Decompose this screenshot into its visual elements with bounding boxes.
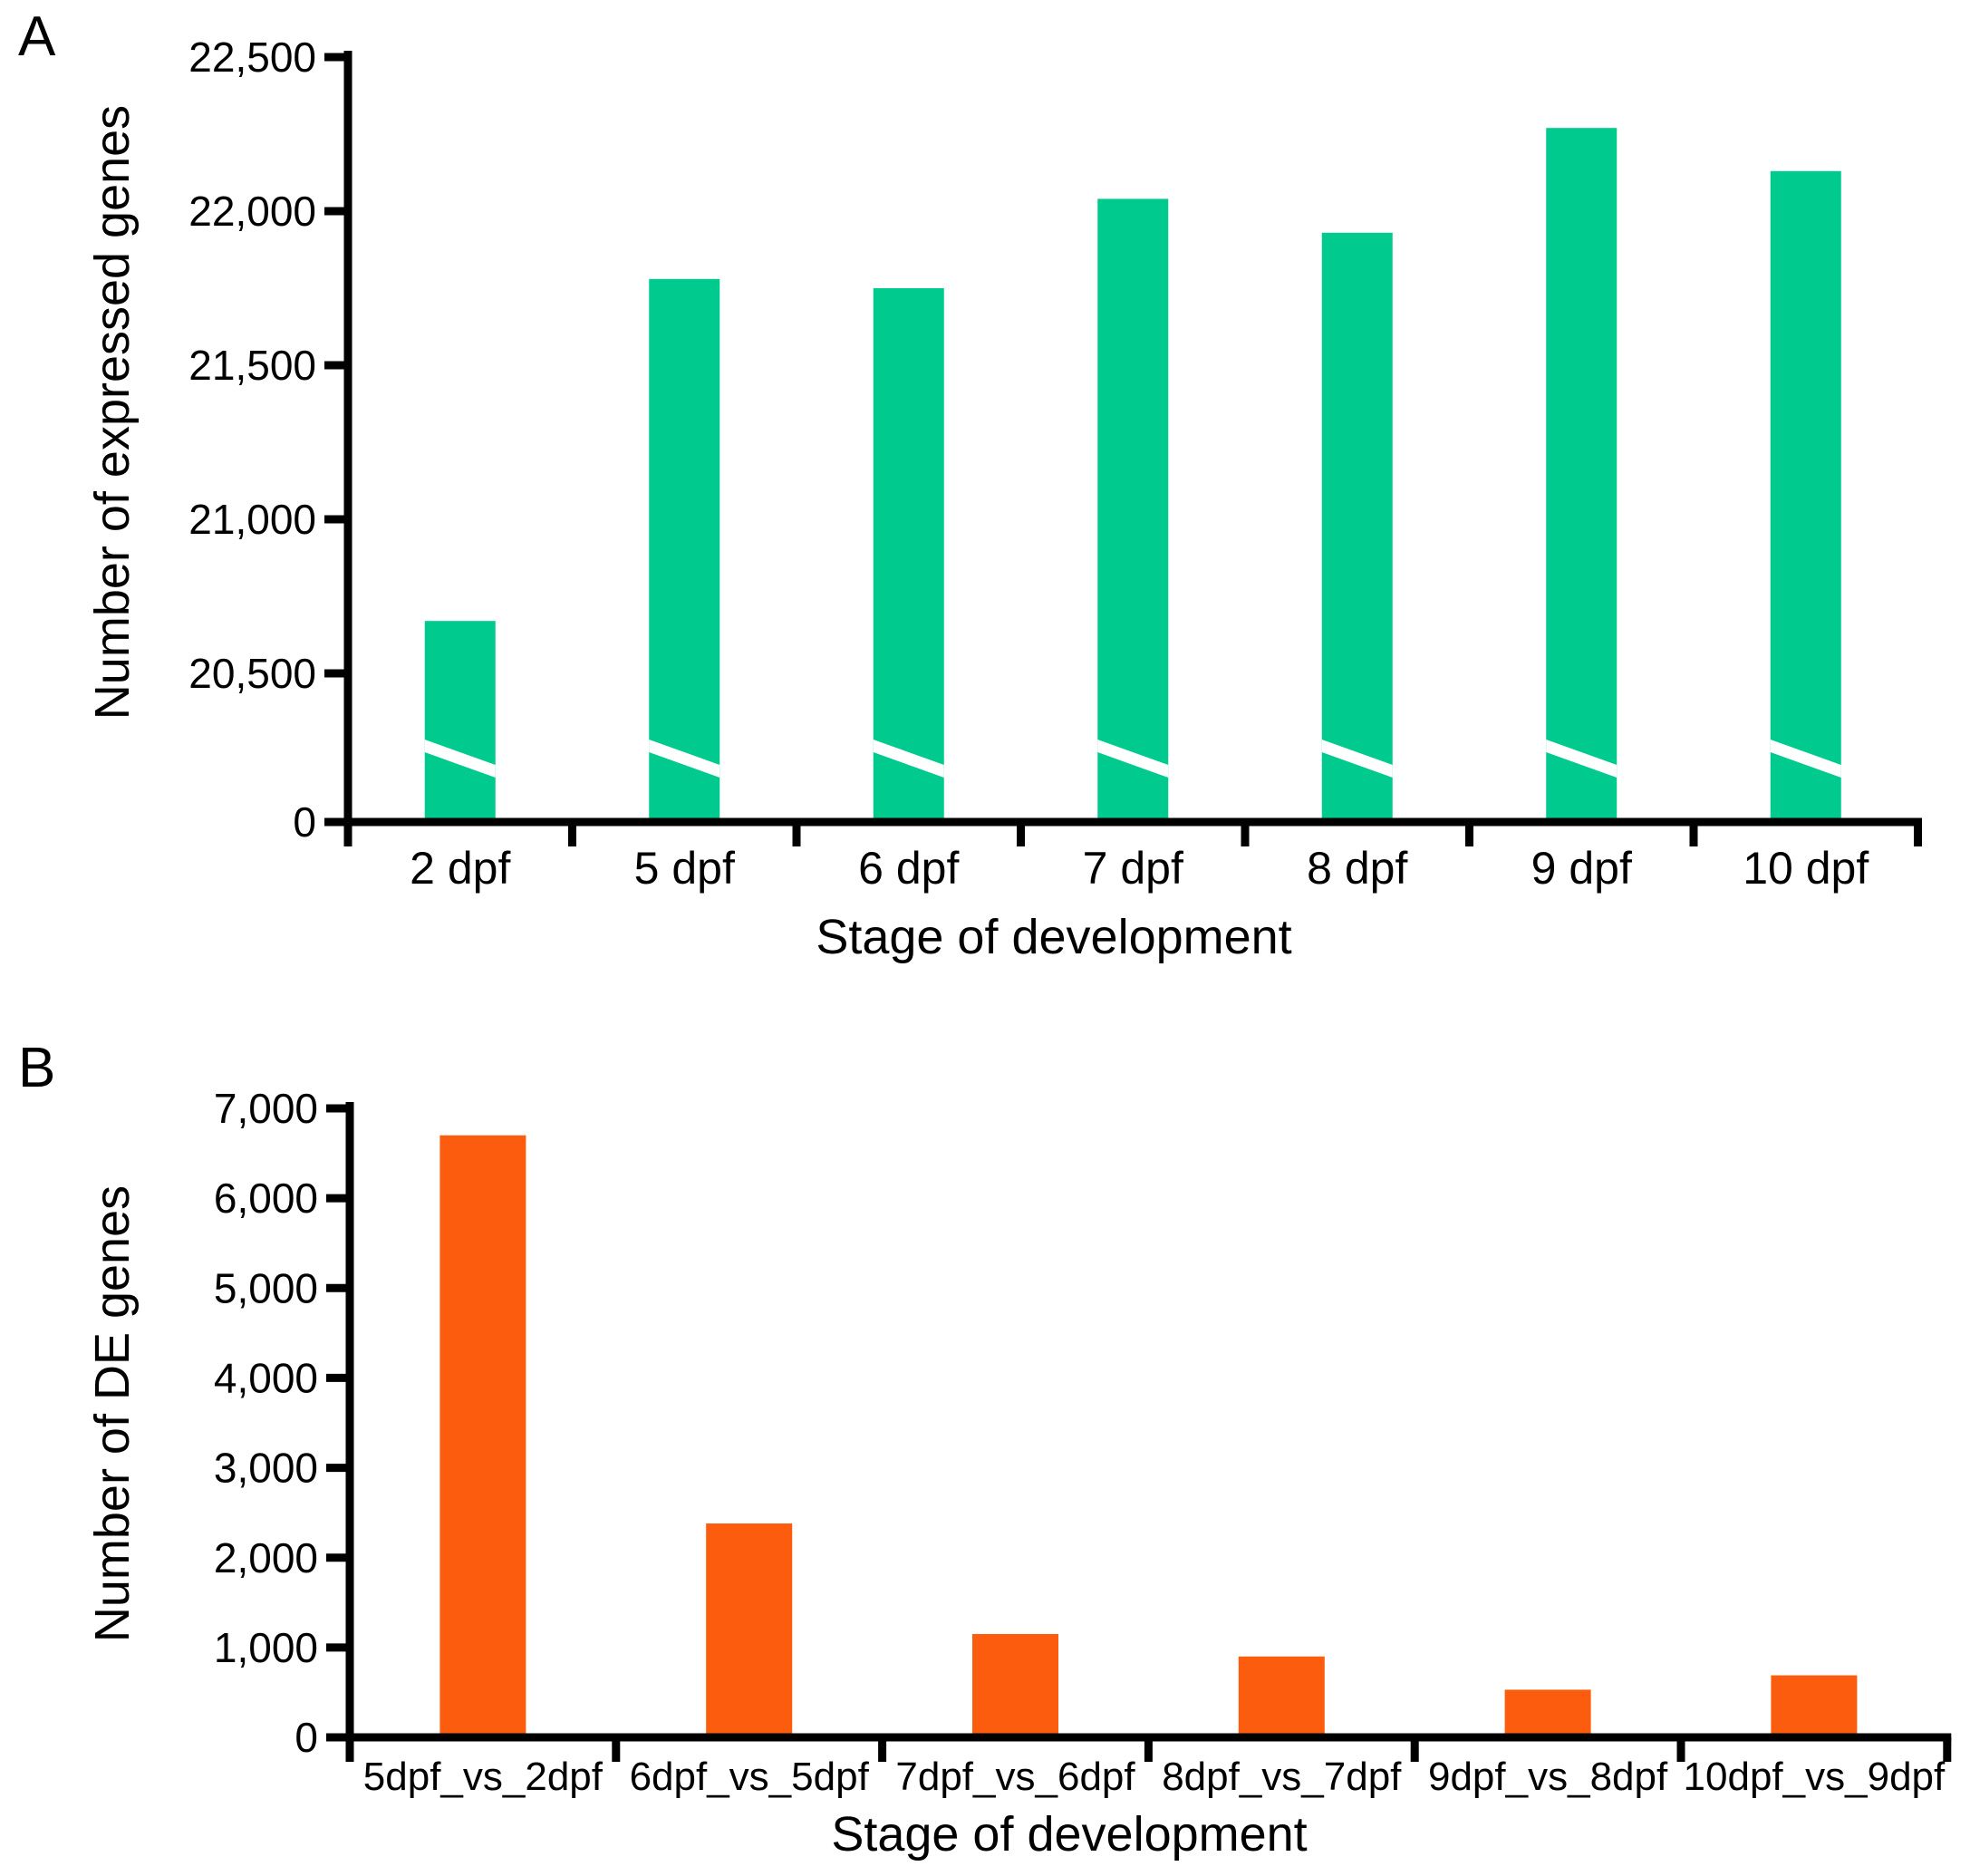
axis-break-slash — [1097, 740, 1169, 778]
panel-b-letter: B — [18, 1037, 56, 1099]
y-tick-label: 22,500 — [188, 34, 316, 81]
x-axis-title: Stage of development — [831, 1807, 1307, 1861]
panel-a-letter: A — [18, 5, 56, 68]
x-category-label: 9 dpf — [1531, 843, 1632, 894]
y-tick-label: 7,000 — [214, 1085, 318, 1132]
axis-break-slash — [424, 740, 496, 778]
y-tick-label: 0 — [295, 1714, 318, 1761]
y-tick-label: 4,000 — [214, 1355, 318, 1402]
axis-break-slash — [1546, 740, 1618, 778]
x-category-label: 7 dpf — [1083, 843, 1183, 894]
y-tick-label: 5,000 — [214, 1264, 318, 1311]
bar-8-dpf — [1321, 232, 1393, 826]
axis-break-slash — [1321, 740, 1393, 778]
bar-9-dpf — [1546, 128, 1618, 826]
x-category-label: 5 dpf — [634, 843, 735, 894]
y-tick-label: 1,000 — [214, 1624, 318, 1671]
x-category-label: 8dpf_vs_7dpf — [1162, 1755, 1402, 1799]
x-category-label: 10 dpf — [1743, 843, 1869, 894]
y-tick-label: 22,000 — [188, 188, 316, 235]
bar-5-dpf — [649, 278, 720, 826]
bar-7dpf_vs_6dpf — [972, 1633, 1058, 1741]
y-tick-label: 21,500 — [188, 342, 316, 389]
bar-6-dpf — [873, 288, 944, 826]
x-category-label: 5dpf_vs_2dpf — [363, 1755, 604, 1799]
x-category-label: 6dpf_vs_5dpf — [630, 1755, 870, 1799]
axis-break-slash — [1770, 740, 1841, 778]
x-category-label: 9dpf_vs_8dpf — [1428, 1755, 1668, 1799]
y-tick-label: 21,000 — [188, 496, 316, 543]
axis-break-slash — [873, 740, 944, 778]
y-tick-label: 3,000 — [214, 1445, 318, 1492]
y-tick-label: 2,000 — [214, 1534, 318, 1581]
bar-2-dpf — [424, 621, 496, 826]
x-category-label: 2 dpf — [410, 843, 510, 894]
axis-break-slash — [649, 740, 720, 778]
bar-7-dpf — [1097, 198, 1169, 826]
bar-8dpf_vs_7dpf — [1238, 1656, 1325, 1741]
y-tick-label: 0 — [293, 798, 316, 846]
y-axis-title: Number of expressed genes — [85, 105, 140, 720]
y-tick-label: 6,000 — [214, 1175, 318, 1222]
x-category-label: 6 dpf — [858, 843, 959, 894]
x-category-label: 8 dpf — [1307, 843, 1407, 894]
x-category-label: 7dpf_vs_6dpf — [895, 1755, 1135, 1799]
bar-9dpf_vs_8dpf — [1504, 1689, 1591, 1741]
y-axis-title: Number of DE genes — [85, 1185, 140, 1642]
bar-10dpf_vs_9dpf — [1771, 1675, 1858, 1741]
bar-5dpf_vs_2dpf — [439, 1135, 526, 1741]
bar-10-dpf — [1770, 170, 1841, 827]
x-axis-title: Stage of development — [816, 910, 1291, 964]
bar-6dpf_vs_5dpf — [706, 1523, 793, 1741]
x-category-label: 10dpf_vs_9dpf — [1684, 1755, 1946, 1799]
y-tick-label: 20,500 — [188, 650, 316, 697]
